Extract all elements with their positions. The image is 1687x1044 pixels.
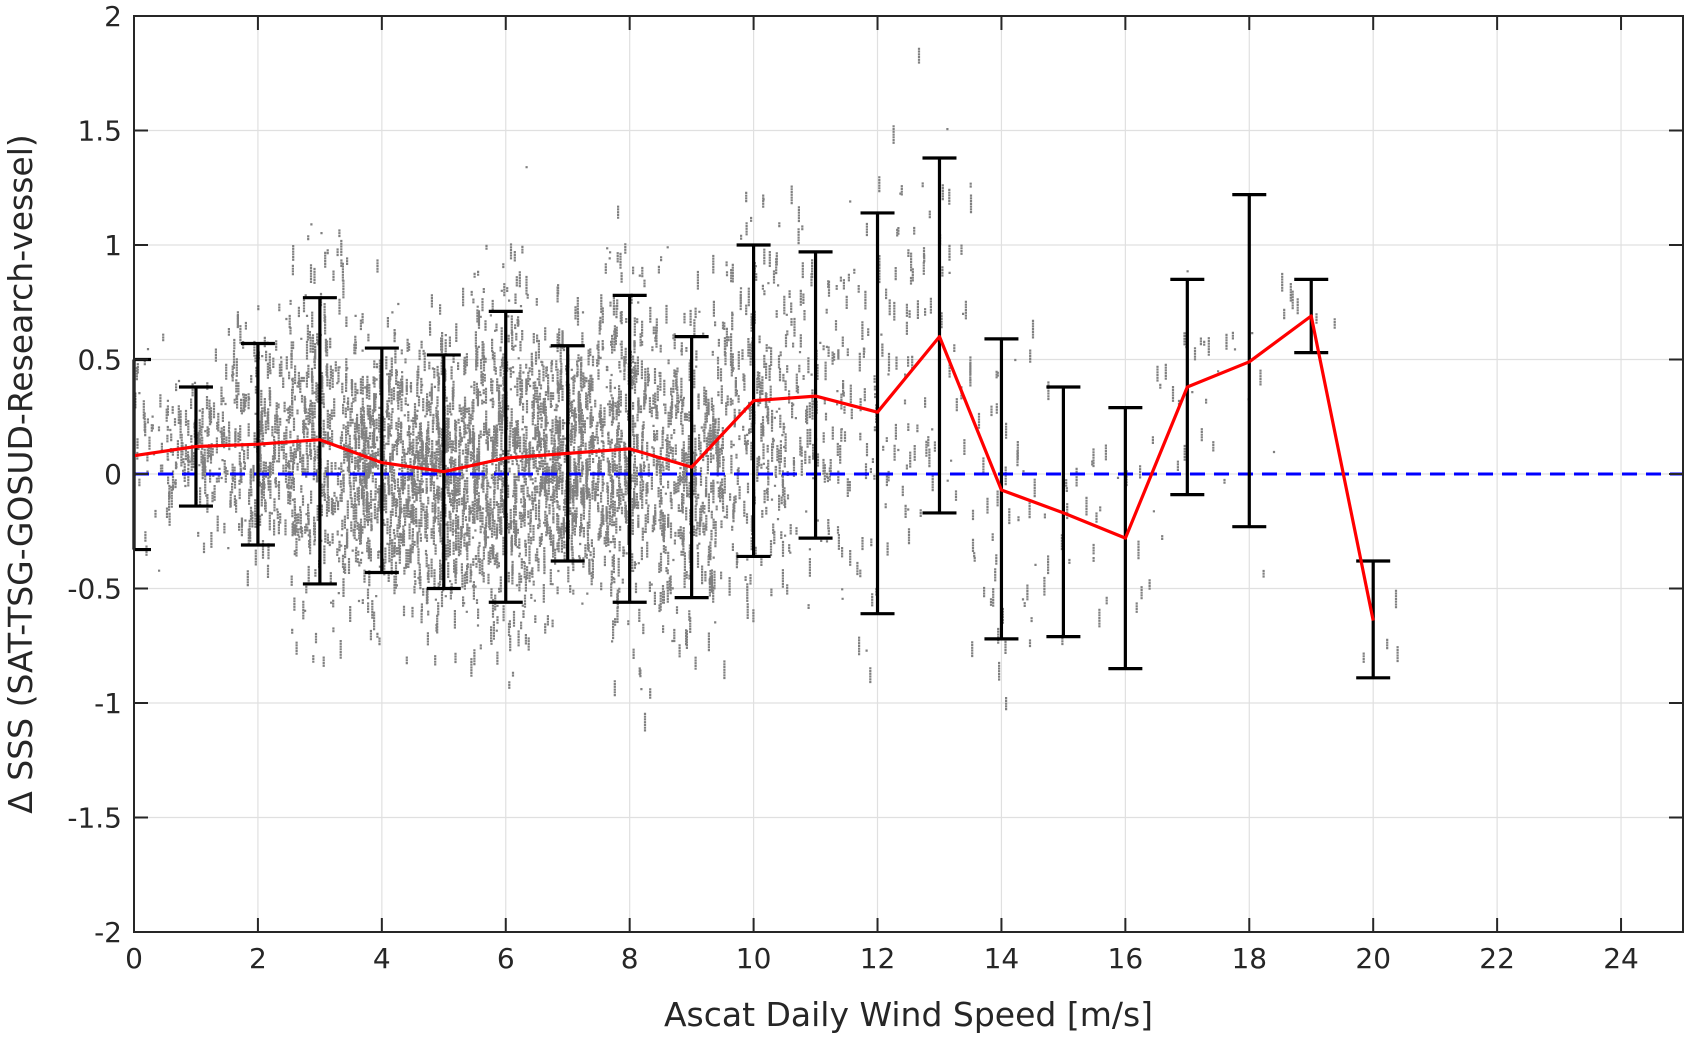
x-tick-label-6: 12 — [860, 942, 896, 975]
mean-line — [133, 314, 1375, 621]
y-tick-label-4: 0 — [104, 458, 122, 491]
y-tick-label-6: -1 — [94, 687, 122, 720]
y-tick-label-5: -0.5 — [67, 573, 122, 606]
x-axis-label: Ascat Daily Wind Speed [m/s] — [664, 995, 1153, 1034]
error-bar-4 — [364, 346, 399, 575]
y-tick-label-1: 1.5 — [77, 115, 122, 148]
axes — [133, 15, 1684, 933]
x-tick-label-9: 18 — [1231, 942, 1267, 975]
x-tick-label-0: 0 — [125, 942, 143, 975]
y-tick-label-7: -1.5 — [67, 802, 122, 835]
y-axis-label: Δ SSS (SAT-TSG-GOSUD-Research-vessel) — [1, 134, 40, 814]
x-tick-label-7: 14 — [984, 942, 1020, 975]
x-tick-label-11: 22 — [1479, 942, 1515, 975]
x-tick-label-4: 8 — [621, 942, 639, 975]
x-tick-label-8: 16 — [1108, 942, 1144, 975]
x-tick-label-1: 2 — [249, 942, 267, 975]
x-tick-label-2: 4 — [373, 942, 391, 975]
x-tick-label-5: 10 — [736, 942, 772, 975]
x-tick-label-10: 20 — [1355, 942, 1391, 975]
y-tick-label-0: 2 — [104, 0, 122, 33]
y-tick-label-3: 0.5 — [77, 344, 122, 377]
y-tick-label-2: 1 — [104, 229, 122, 262]
tick-labels: 0 2 4 6 8 10 12 14 16 18 20 22 2421.510.50-0.5-1-1.5… — [67, 0, 1639, 975]
x-tick-label-12: 24 — [1603, 942, 1639, 975]
y-tick-label-8: -2 — [94, 916, 122, 949]
mean-series — [133, 314, 1375, 621]
x-tick-label-3: 6 — [497, 942, 515, 975]
scatter-points — [134, 47, 1399, 732]
scatter-cloud — [134, 47, 1399, 732]
